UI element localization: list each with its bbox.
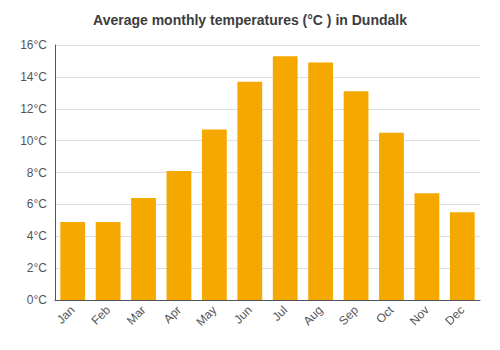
svg-text:8°C: 8°C (27, 166, 47, 180)
svg-text:Mar: Mar (124, 303, 149, 327)
svg-text:Apr: Apr (161, 303, 184, 326)
svg-text:0°C: 0°C (27, 293, 47, 307)
svg-text:14°C: 14°C (20, 70, 47, 84)
svg-text:12°C: 12°C (20, 102, 47, 116)
svg-text:4°C: 4°C (27, 229, 47, 243)
svg-text:16°C: 16°C (20, 38, 47, 52)
svg-text:10°C: 10°C (20, 134, 47, 148)
svg-text:Dec: Dec (442, 303, 467, 328)
svg-text:Jul: Jul (269, 303, 290, 324)
svg-text:Feb: Feb (89, 303, 114, 328)
svg-text:Aug: Aug (301, 303, 326, 328)
svg-text:6°C: 6°C (27, 197, 47, 211)
svg-text:Oct: Oct (373, 303, 397, 327)
svg-text:May: May (193, 303, 219, 329)
svg-text:Jan: Jan (54, 303, 78, 327)
svg-text:Sep: Sep (336, 303, 361, 328)
svg-text:Jun: Jun (231, 303, 255, 327)
svg-text:2°C: 2°C (27, 261, 47, 275)
svg-text:Average monthly temperatures (: Average monthly temperatures (°C ) in Du… (93, 12, 407, 28)
svg-text:Nov: Nov (407, 303, 432, 328)
